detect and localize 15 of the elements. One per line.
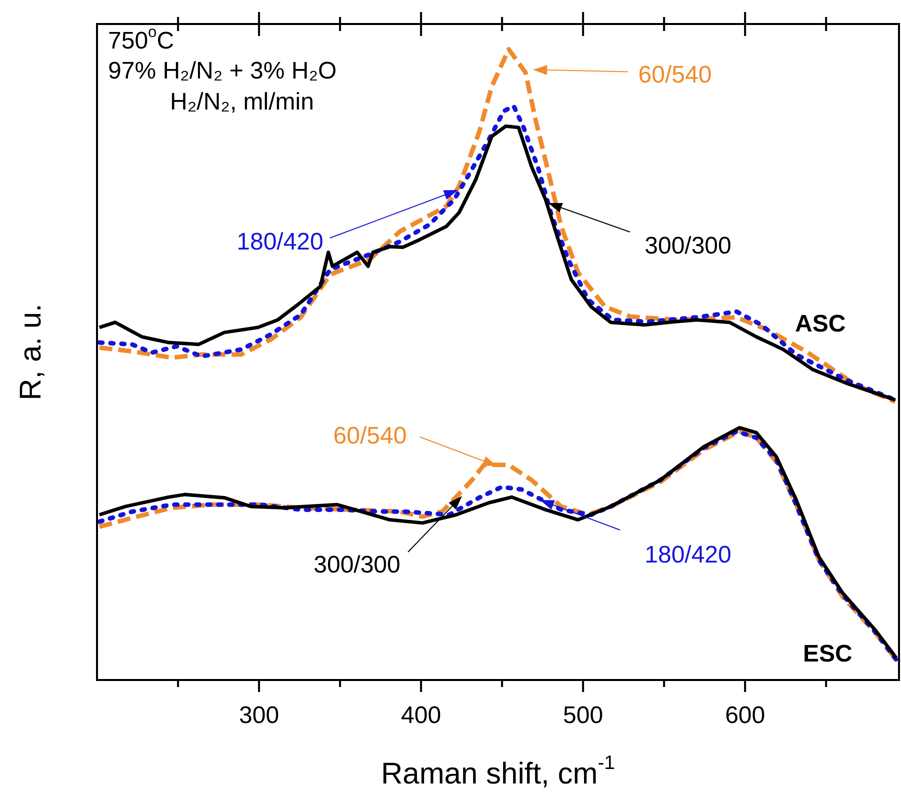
annotation: 300/300 — [644, 232, 732, 260]
x-tick-label: 500 — [563, 702, 604, 730]
annotation: ASC — [795, 310, 846, 338]
annotation: 180/420 — [644, 542, 732, 569]
annotation: 60/540 — [638, 62, 712, 89]
annotation: 300/300 — [314, 552, 400, 579]
annotation: 60/540 — [333, 422, 407, 450]
annotation: 97% H₂/N₂ + 3% H₂O — [108, 58, 337, 85]
y-axis-title: R, a. u. — [14, 304, 48, 400]
x-tick-label: 300 — [238, 702, 280, 730]
annotation: 180/420 — [236, 228, 324, 256]
x-tick-label: 400 — [401, 702, 442, 730]
annotation: H₂/N₂, ml/min — [170, 88, 314, 116]
x-tick-label: 600 — [725, 702, 766, 730]
annotation: ESC — [803, 640, 852, 668]
